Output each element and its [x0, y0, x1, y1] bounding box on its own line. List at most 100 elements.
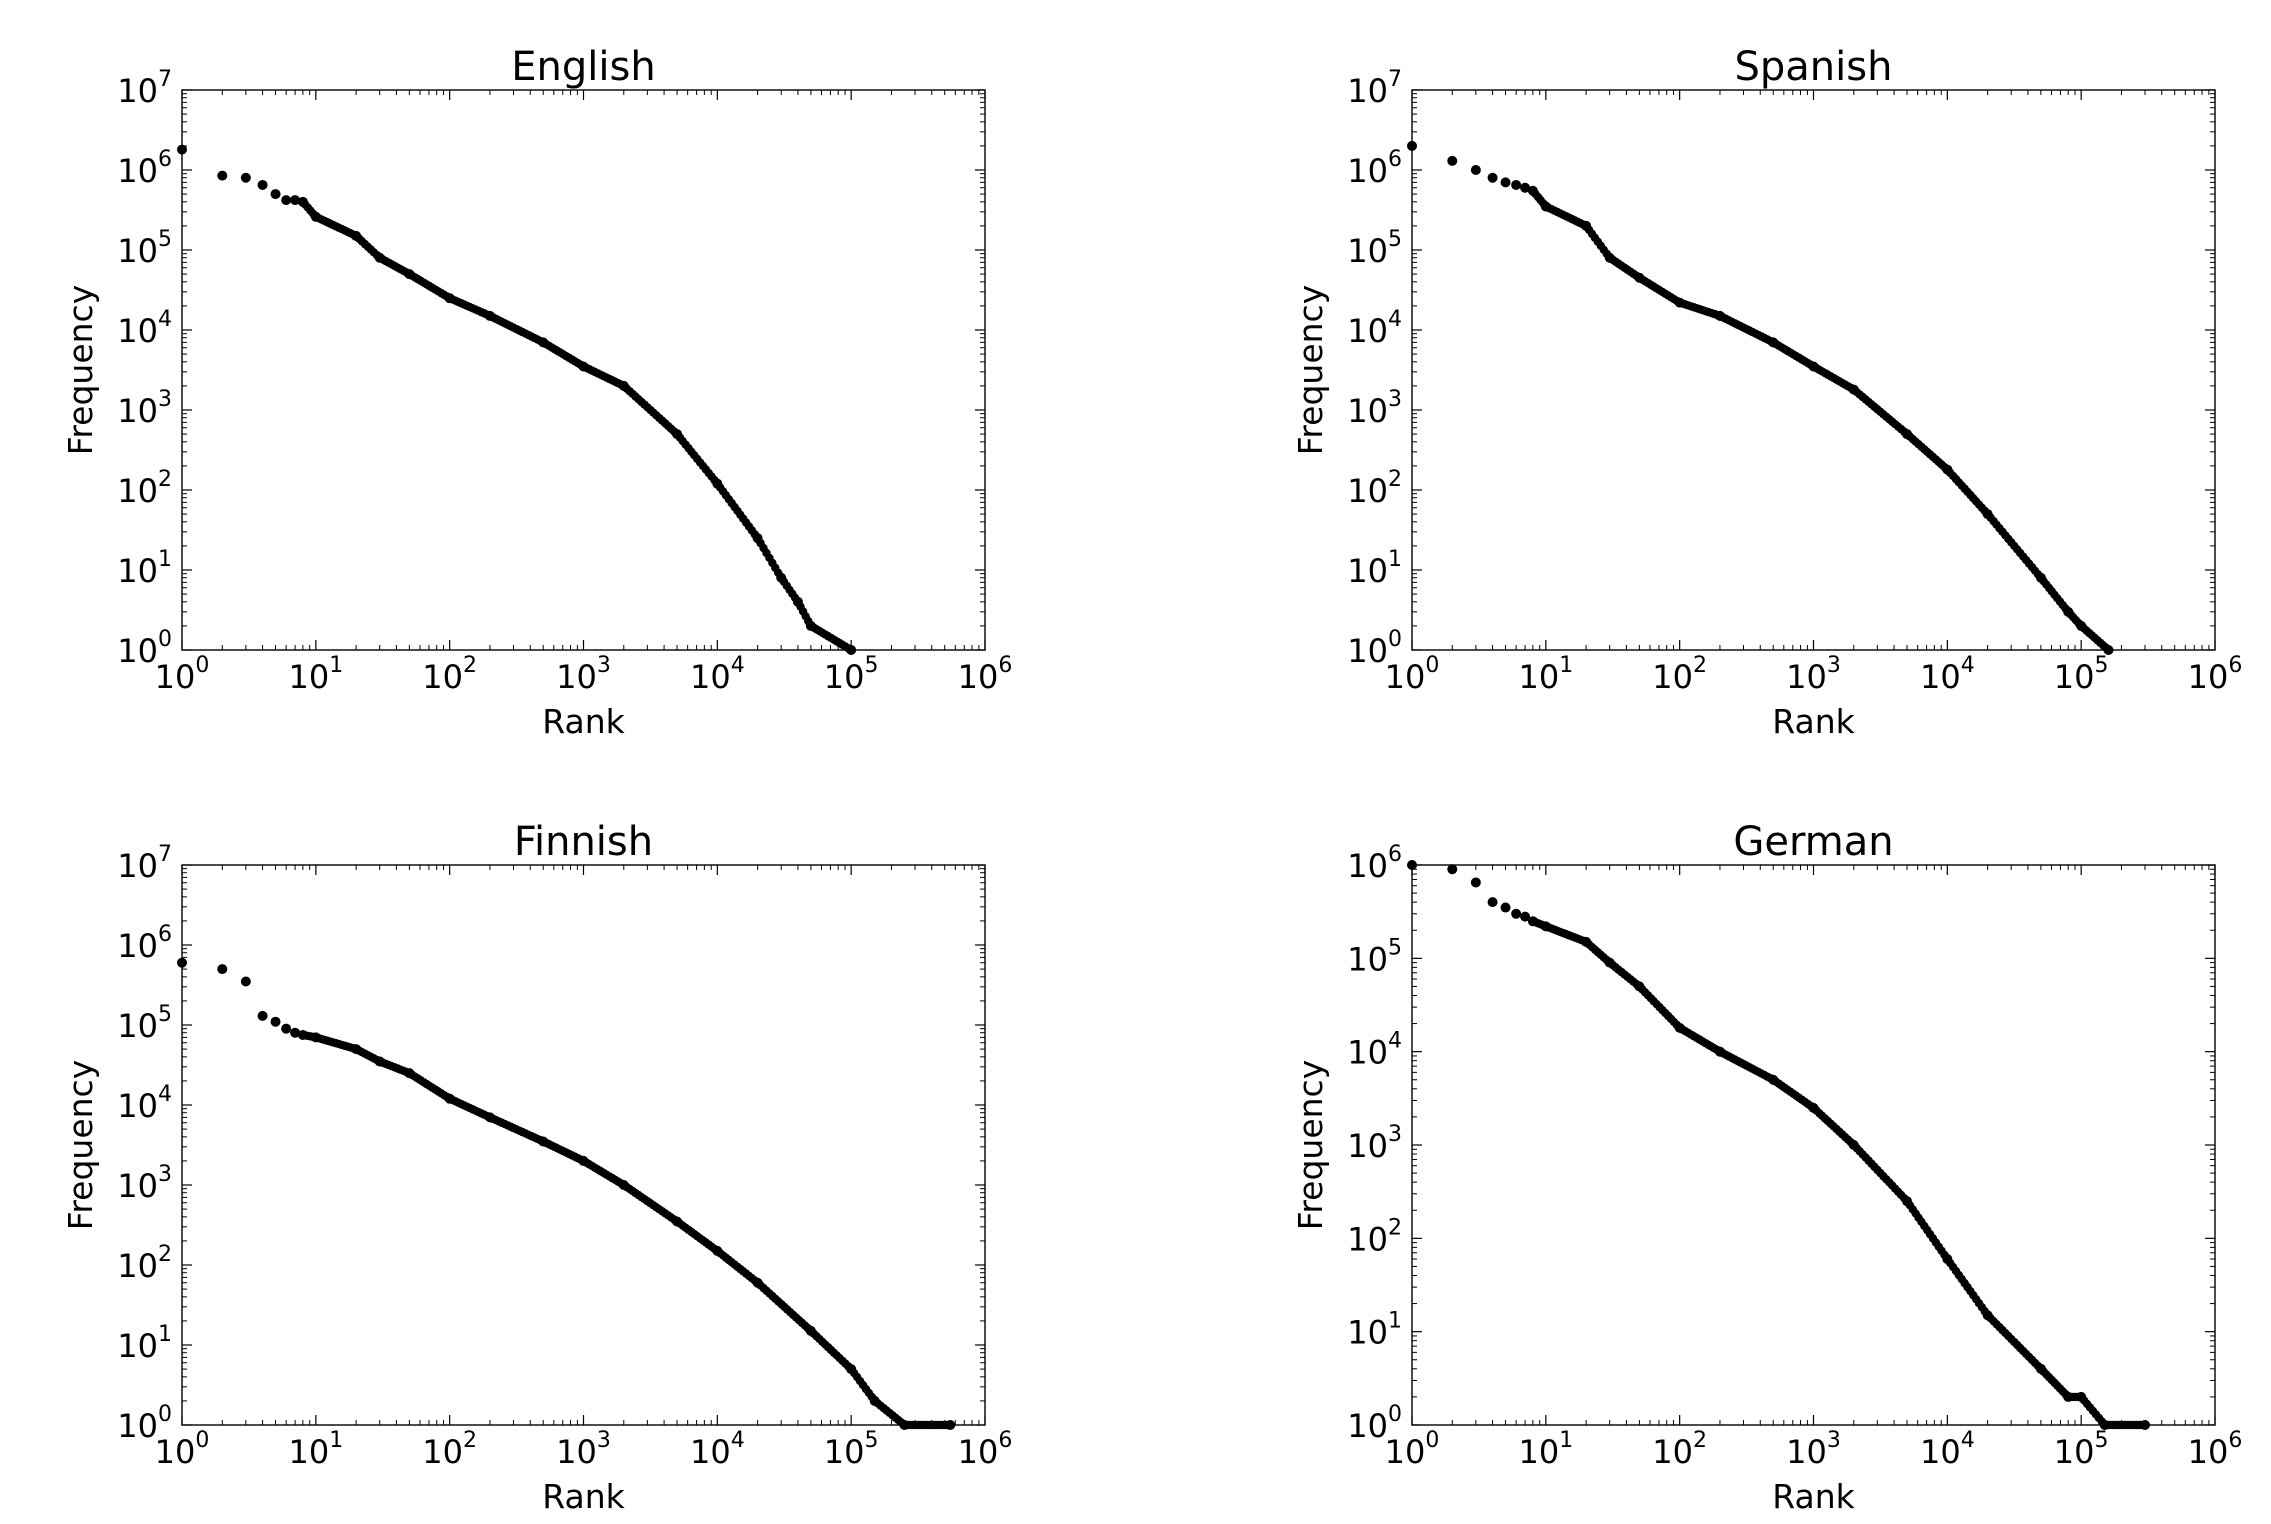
finnish-data-point-fill	[943, 1420, 952, 1430]
finnish-data-point	[290, 1027, 301, 1038]
german-data-point-fill	[1672, 1020, 1681, 1030]
finnish-x-tick-label: 101	[288, 1428, 343, 1471]
german-data-point	[1470, 877, 1481, 888]
german-y-axis-label: Frequency	[1291, 1060, 1330, 1230]
english-x-tick-label: 100	[155, 653, 210, 696]
spanish-x-axis-label: Rank	[1772, 702, 1855, 741]
spanish-y-tick-label: 106	[1347, 147, 1402, 190]
spanish-y-tick-label: 105	[1347, 227, 1402, 270]
finnish-data-point	[270, 1016, 281, 1027]
spanish-data-point-fill	[2033, 570, 2043, 579]
german-data-point-fill	[1899, 1193, 1909, 1203]
german-y-tick-label: 105	[1347, 935, 1402, 978]
panel-finnish: Finnish Rank Frequency 100 101 102 103 104 105 10…	[0, 775, 1135, 1524]
spanish-data-point-fill	[1940, 462, 1949, 472]
finnish-data-point-fill	[750, 1276, 759, 1285]
spanish-y-tick-label: 103	[1347, 387, 1402, 430]
german-x-tick-label: 105	[2054, 1428, 2109, 1471]
spanish-title: Spanish	[1735, 44, 1893, 90]
german-data-point	[1407, 860, 1417, 870]
spanish-data-point	[1520, 182, 1531, 193]
spanish-data-point-fill	[1899, 427, 1909, 436]
german-data-point	[1447, 864, 1458, 875]
finnish-y-tick-label: 102	[117, 1242, 172, 1285]
finnish-y-tick-label: 101	[117, 1322, 172, 1365]
finnish-data-point-fill	[844, 1362, 853, 1371]
german-data-point-fill	[1806, 1101, 1815, 1111]
english-y-tick-label: 107	[117, 67, 172, 110]
english-data-point	[290, 195, 301, 206]
finnish-data-point	[240, 976, 251, 987]
spanish-x-tick-label: 105	[2054, 653, 2109, 696]
german-y-tick-label: 106	[1347, 842, 1402, 885]
english-y-tick-label: 100	[117, 627, 172, 670]
english-x-tick-label: 103	[556, 653, 611, 696]
german-axes-frame	[1411, 864, 2216, 1426]
spanish-data-point	[1407, 140, 1417, 151]
spanish-data-point-fill	[2061, 604, 2070, 613]
spanish-x-tick-label: 106	[2188, 653, 2243, 696]
german-data-point-fill	[1980, 1307, 1989, 1316]
finnish-data-point	[281, 1023, 292, 1034]
spanish-y-tick-label: 102	[1347, 467, 1402, 510]
finnish-x-tick-label: 105	[824, 1428, 879, 1471]
english-data-point	[281, 195, 292, 206]
spanish-data-point	[1447, 155, 1458, 166]
spanish-data-point	[1500, 177, 1511, 188]
finnish-data-point-fill	[669, 1215, 679, 1224]
english-title: English	[511, 44, 655, 90]
german-data-point-fill	[1940, 1250, 1949, 1260]
english-y-tick-label: 101	[117, 547, 172, 590]
spanish-y-tick-label: 100	[1347, 627, 1402, 670]
spanish-y-axis-label: Frequency	[1291, 285, 1330, 455]
spanish-x-tick-label: 100	[1385, 653, 1440, 696]
german-data-point-fill	[2033, 1361, 2043, 1371]
spanish-data-point	[1470, 165, 1481, 175]
finnish-data-point-fill	[803, 1324, 813, 1333]
finnish-y-tick-label: 106	[117, 922, 172, 965]
finnish-x-tick-label: 100	[155, 1428, 210, 1471]
finnish-axes-frame	[181, 864, 986, 1426]
finnish-y-tick-label: 107	[117, 842, 172, 885]
spanish-data-point-fill	[1980, 506, 1989, 516]
chart-english: English Rank Frequency 100 101 102 103 104 105 10…	[61, 44, 1012, 741]
english-data-point-fill	[349, 230, 358, 239]
finnish-x-tick-label: 102	[422, 1428, 477, 1471]
german-x-tick-label: 106	[2188, 1428, 2243, 1471]
spanish-x-tick-label: 102	[1652, 653, 1707, 696]
english-data-point-fill	[669, 427, 679, 436]
finnish-x-tick-label: 103	[556, 1428, 611, 1471]
spanish-data-point-fill	[2101, 643, 2110, 652]
english-data-point-fill	[844, 644, 853, 653]
german-x-axis-label: Rank	[1772, 1477, 1855, 1516]
german-x-tick-label: 104	[1920, 1428, 1975, 1471]
spanish-y-tick-label: 101	[1347, 547, 1402, 590]
chart-finnish: Finnish Rank Frequency 100 101 102 103 104 105 10…	[61, 819, 1013, 1516]
german-data-point	[1520, 911, 1531, 922]
finnish-x-tick-label: 104	[690, 1428, 745, 1471]
spanish-y-tick-label: 107	[1347, 67, 1402, 110]
english-data-point-fill	[616, 380, 626, 389]
spanish-data-point	[1487, 172, 1498, 183]
finnish-y-tick-label: 105	[117, 1002, 172, 1045]
english-y-axis-label: Frequency	[61, 285, 100, 455]
german-data-point-fill	[1602, 955, 1611, 965]
spanish-x-tick-label: 103	[1786, 653, 1841, 696]
english-data-point	[177, 144, 187, 155]
spanish-y-tick-label: 104	[1347, 307, 1402, 350]
german-data-point-fill	[2137, 1420, 2147, 1430]
english-y-tick-label: 104	[117, 307, 172, 350]
panel-spanish: Spanish Rank Frequency 100 101 102 103 104 105 10…	[1225, 0, 2271, 760]
finnish-y-tick-label: 103	[117, 1162, 172, 1205]
german-title: German	[1733, 819, 1893, 865]
english-y-tick-label: 105	[117, 227, 172, 270]
english-x-tick-label: 101	[288, 653, 343, 696]
german-data-point	[1511, 908, 1522, 919]
finnish-x-tick-label: 106	[958, 1428, 1013, 1471]
finnish-y-tick-label: 100	[117, 1402, 172, 1445]
german-y-tick-label: 103	[1347, 1122, 1402, 1165]
spanish-x-tick-label: 104	[1920, 653, 1975, 696]
english-data-point	[257, 179, 268, 190]
spanish-x-tick-label: 101	[1518, 653, 1573, 696]
